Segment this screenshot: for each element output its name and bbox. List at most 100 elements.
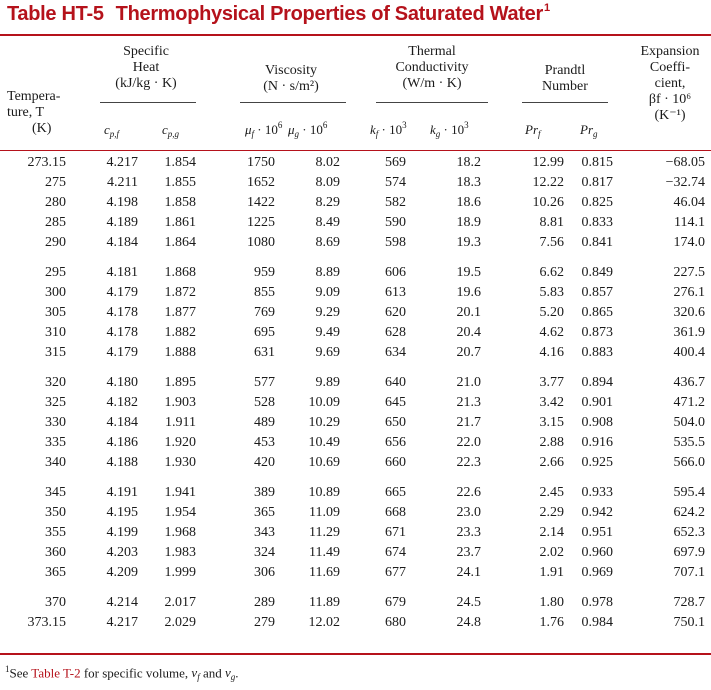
subheader-symbol: μ xyxy=(245,122,252,137)
cell-pr-g: 0.825 xyxy=(581,195,614,210)
cell-cp-g: 1.858 xyxy=(164,195,197,210)
cell-mu-f: 420 xyxy=(254,455,275,470)
footnote-table-link[interactable]: Table T-2 xyxy=(31,665,81,681)
cell-pr-g: 0.960 xyxy=(581,545,614,560)
table-row: 273.15 4.217 1.854 1750 8.02 569 18.2 12.99 0.81… xyxy=(0,153,711,173)
cell-k-f: 613 xyxy=(385,285,406,300)
subheader-factor: · 10 xyxy=(299,122,323,137)
cell-pr-g: 0.849 xyxy=(581,265,614,280)
cell-mu-f: 769 xyxy=(254,305,275,320)
table-title-text: Thermophysical Properties of Saturated W… xyxy=(115,3,544,25)
cell-pr-f: 2.88 xyxy=(539,435,565,450)
table-row: 325 4.182 1.903 528 10.09 645 21.3 3.42 0.901 471… xyxy=(0,393,711,413)
cell-pr-g: 0.841 xyxy=(581,235,614,250)
cell-k-g: 22.0 xyxy=(456,435,482,450)
cell-mu-f: 365 xyxy=(254,505,275,520)
cell-pr-f: 7.56 xyxy=(539,235,565,250)
subheader-cpf: cp,f xyxy=(104,122,119,139)
subheader-symbol: k xyxy=(370,122,376,137)
cell-k-f: 668 xyxy=(385,505,406,520)
cell-k-f: 665 xyxy=(385,485,406,500)
cell-mu-g: 8.89 xyxy=(315,265,341,280)
footnote: 1See Table T-2 for specific volume, vf a… xyxy=(5,664,239,682)
cell-pr-f: 8.81 xyxy=(539,215,565,230)
table-row: 340 4.188 1.930 420 10.69 660 22.3 2.66 0.925 566… xyxy=(0,453,711,473)
cell-beta-f: 471.2 xyxy=(673,395,706,410)
header-expansion-line: cient, xyxy=(654,76,686,91)
cell-k-g: 19.6 xyxy=(456,285,482,300)
cell-k-f: 640 xyxy=(385,375,406,390)
header-prandtl-line: Number xyxy=(542,79,588,94)
cell-temperature: 295 xyxy=(45,265,66,280)
cell-mu-f: 343 xyxy=(254,525,275,540)
cell-temperature: 355 xyxy=(45,525,66,540)
cell-cp-f: 4.181 xyxy=(106,265,139,280)
cell-mu-f: 631 xyxy=(254,345,275,360)
subheader-symbol: c xyxy=(162,122,168,137)
cell-cp-g: 2.017 xyxy=(164,595,197,610)
table-number: Table HT-5 xyxy=(7,3,104,25)
cell-k-g: 21.3 xyxy=(456,395,482,410)
subheader-subscript: f xyxy=(538,129,541,139)
cell-pr-g: 0.901 xyxy=(581,395,614,410)
cell-temperature: 330 xyxy=(45,415,66,430)
cell-pr-f: 6.62 xyxy=(539,265,565,280)
cell-cp-f: 4.191 xyxy=(106,485,139,500)
cell-temperature: 315 xyxy=(45,345,66,360)
footnote-text: . xyxy=(235,665,239,681)
cell-cp-f: 4.198 xyxy=(106,195,139,210)
subheader-subscript: f xyxy=(251,129,255,139)
cell-k-f: 628 xyxy=(385,325,406,340)
cell-mu-f: 1652 xyxy=(247,175,275,190)
header-prandtl: Prandtl Number xyxy=(522,63,608,95)
cell-cp-f: 4.184 xyxy=(106,415,139,430)
cell-pr-f: 2.02 xyxy=(539,545,565,560)
cell-beta-f: 400.4 xyxy=(673,345,706,360)
cell-k-g: 22.6 xyxy=(456,485,482,500)
cell-cp-f: 4.217 xyxy=(106,155,139,170)
cell-k-f: 574 xyxy=(385,175,406,190)
cell-mu-g: 9.29 xyxy=(315,305,341,320)
subheader-subscript: f xyxy=(375,129,379,139)
table-row: 320 4.180 1.895 577 9.89 640 21.0 3.77 0.894 436.… xyxy=(0,373,711,393)
cell-pr-g: 0.817 xyxy=(581,175,614,190)
cell-k-g: 24.5 xyxy=(456,595,482,610)
header-viscosity-unit: (N · s/m²) xyxy=(263,79,319,94)
subheader-exponent: 3 xyxy=(402,120,407,130)
cell-k-f: 590 xyxy=(385,215,406,230)
cell-temperature: 285 xyxy=(45,215,66,230)
subheader-subscript: p,g xyxy=(167,129,180,139)
subheader-cpg: cp,g xyxy=(162,122,180,139)
header-expansion: Expansion Coeffi- cient, βf · 10⁶ (K⁻¹) xyxy=(630,44,710,124)
header-thermal-conductivity-line: Conductivity xyxy=(395,60,469,75)
subheader-mug: μg · 106 xyxy=(288,120,328,139)
table-row: 335 4.186 1.920 453 10.49 656 22.0 2.88 0.916 535… xyxy=(0,433,711,453)
cell-cp-g: 1.954 xyxy=(164,505,197,520)
cell-beta-f: 566.0 xyxy=(673,455,706,470)
cell-mu-f: 389 xyxy=(254,485,275,500)
header-group-rule xyxy=(376,102,488,103)
cell-mu-g: 10.49 xyxy=(308,435,341,450)
cell-cp-f: 4.180 xyxy=(106,375,139,390)
cell-mu-g: 10.89 xyxy=(308,485,341,500)
cell-k-f: 569 xyxy=(385,155,406,170)
subheader-exponent: 6 xyxy=(322,120,328,130)
cell-temperature: 290 xyxy=(45,235,66,250)
cell-cp-g: 1.882 xyxy=(164,325,197,340)
cell-cp-f: 4.186 xyxy=(106,435,139,450)
cell-cp-g: 1.854 xyxy=(164,155,197,170)
header-specific-heat-line: Specific xyxy=(123,44,169,59)
cell-cp-g: 1.872 xyxy=(164,285,197,300)
cell-cp-f: 4.214 xyxy=(106,595,139,610)
cell-pr-g: 0.833 xyxy=(581,215,614,230)
cell-k-g: 20.1 xyxy=(456,305,482,320)
cell-pr-g: 0.857 xyxy=(581,285,614,300)
subheader-kf: kf · 103 xyxy=(370,120,407,139)
cell-temperature: 350 xyxy=(45,505,66,520)
subheader-symbol: k xyxy=(430,122,436,137)
cell-cp-f: 4.203 xyxy=(106,545,139,560)
cell-k-f: 674 xyxy=(385,545,406,560)
header-rule xyxy=(0,150,711,151)
table-row: 300 4.179 1.872 855 9.09 613 19.6 5.83 0.857 276.… xyxy=(0,283,711,303)
cell-mu-g: 11.69 xyxy=(309,565,340,580)
